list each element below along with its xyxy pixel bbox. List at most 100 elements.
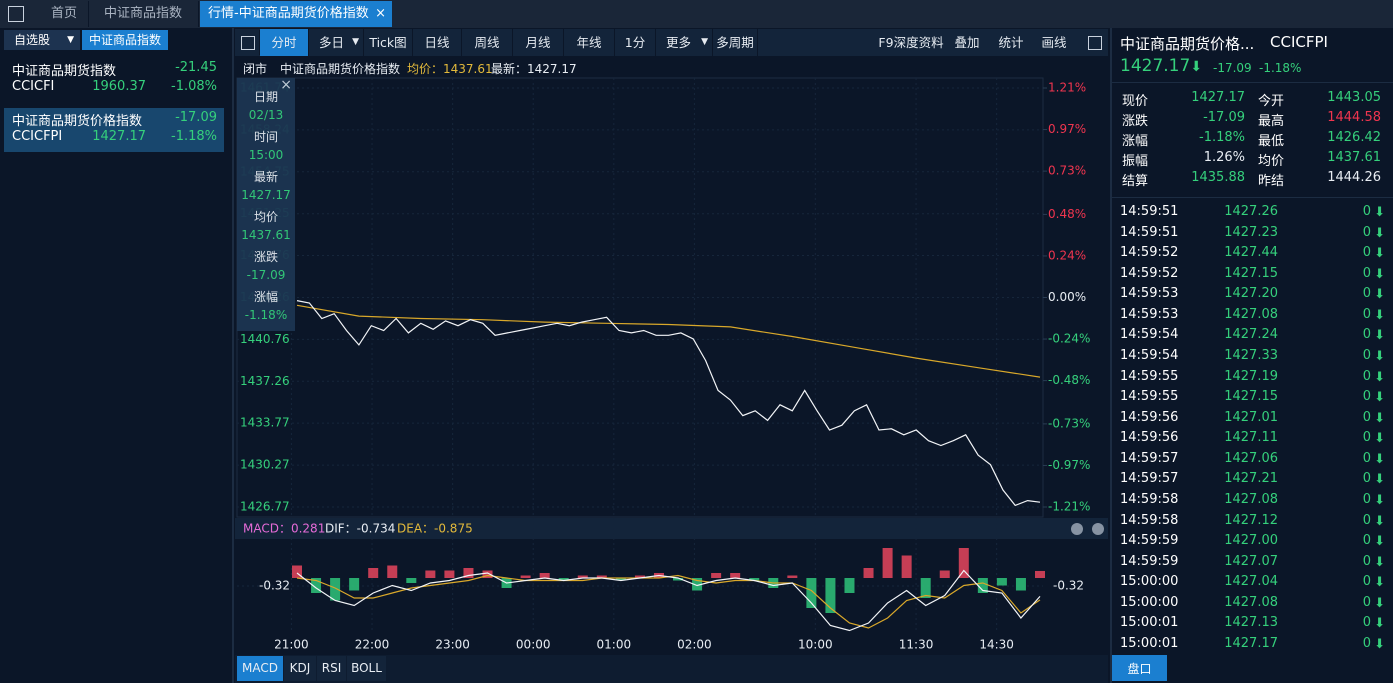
- tick-price: 1427.08: [1224, 491, 1278, 507]
- tick-price: 1427.13: [1224, 615, 1278, 631]
- toolbar-button[interactable]: 月线: [513, 29, 564, 56]
- tick-time: 15:00:01: [1120, 615, 1179, 631]
- down-arrow: ⬇: [1374, 266, 1385, 282]
- tooltip-value: 1427.17: [241, 188, 291, 202]
- macd-bar: [901, 555, 912, 578]
- down-arrow: ⬇: [1374, 451, 1385, 467]
- macd-bar: [673, 578, 684, 581]
- quote-label: 结算: [1122, 174, 1149, 189]
- down-arrow: ⬇: [1374, 636, 1385, 652]
- tick-volume: 0: [1362, 327, 1371, 343]
- tick-time: 14:59:53: [1120, 306, 1179, 322]
- toolbar-button[interactable]: 1分: [615, 29, 656, 56]
- toolbar-button[interactable]: 叠加: [954, 35, 980, 50]
- down-arrow: ⬇: [1374, 616, 1385, 632]
- quote-value: -1.18%: [1199, 130, 1245, 145]
- tab[interactable]: 中证商品指数: [88, 1, 199, 27]
- footer-label[interactable]: 盘口: [1127, 662, 1152, 676]
- down-arrow: ⬇: [1374, 287, 1385, 303]
- toolbar-button[interactable]: 多日 ▼: [309, 29, 364, 56]
- dropdown-button[interactable]: 自选股 ▼: [4, 30, 80, 50]
- down-arrow: ⬇: [1374, 554, 1385, 570]
- tick-time: 14:59:52: [1120, 245, 1179, 261]
- macd-bar: [977, 578, 988, 593]
- tick-price: 1427.21: [1224, 471, 1278, 487]
- macd-bar: [844, 578, 855, 593]
- down-arrow: ⬇: [1374, 390, 1385, 406]
- toggle-left[interactable]: [237, 30, 260, 55]
- indicator-tab[interactable]: BOLL: [347, 656, 386, 681]
- x-tick-label: 21:00: [274, 638, 309, 652]
- menu-icon[interactable]: [8, 6, 24, 22]
- tick-price: 1427.12: [1224, 512, 1278, 528]
- toggle-right[interactable]: [1084, 30, 1106, 55]
- macd-bar: [920, 578, 931, 598]
- selected-row[interactable]: [4, 108, 224, 152]
- quote-label: 最高: [1258, 114, 1285, 129]
- tick-time: 14:59:59: [1120, 553, 1179, 569]
- indicator-tab[interactable]: RSI: [317, 656, 346, 681]
- macd-bar: [558, 578, 569, 581]
- tick-volume: 0: [1362, 265, 1371, 281]
- toolbar-button[interactable]: 日线: [413, 29, 462, 56]
- tick-volume: 0: [1362, 204, 1371, 219]
- macd-header: [235, 518, 1108, 539]
- chart-area: 1461.741458.241454.751451.251447.761444.…: [235, 77, 1108, 652]
- tick-time: 15:00:00: [1120, 574, 1179, 590]
- tick-volume: 0: [1362, 512, 1371, 528]
- tick-volume: 0: [1362, 471, 1371, 487]
- filter-button[interactable]: 中证商品指数: [82, 30, 168, 50]
- down-arrow: ⬇: [1374, 575, 1385, 591]
- x-tick-label: 01:00: [597, 638, 632, 652]
- toolbar-button[interactable]: F9深度资料: [878, 35, 944, 50]
- toolbar-button[interactable]: 更多 ▼: [656, 29, 713, 56]
- item-pct: -1.18%: [171, 129, 217, 144]
- item-code: CCICFI: [12, 79, 55, 94]
- quote-title: 中证商品期货价格...: [1120, 35, 1255, 53]
- tick-time: 14:59:53: [1120, 286, 1179, 302]
- toolbar-button[interactable]: 多周期: [713, 29, 758, 56]
- macd-bar: [882, 548, 893, 578]
- toolbar-button[interactable]: 画线: [1041, 35, 1067, 50]
- tick-price: 1427.04: [1224, 574, 1278, 590]
- down-arrow: ⬇: [1374, 205, 1385, 220]
- footer-tab[interactable]: [1112, 655, 1167, 681]
- down-arrow: ⬇: [1374, 595, 1385, 611]
- macd-bar: [539, 573, 550, 578]
- item-change: -17.09: [175, 110, 217, 125]
- tick-price: 1427.01: [1224, 409, 1278, 425]
- toolbar-button[interactable]: 周线: [462, 29, 513, 56]
- tick-price: 1427.06: [1224, 450, 1278, 466]
- tooltip-label: 最新: [253, 170, 278, 184]
- toolbar-button[interactable]: Tick图: [364, 29, 413, 56]
- y-tick-label: 1426.77: [240, 500, 290, 514]
- x-tick-label: 22:00: [355, 638, 390, 652]
- toolbar-button[interactable]: 分时: [260, 29, 309, 56]
- quote-value: 1.26%: [1203, 150, 1245, 165]
- quote-label: 今开: [1258, 94, 1285, 109]
- toolbar-button[interactable]: 年线: [564, 29, 615, 56]
- tick-price: 1427.24: [1224, 327, 1278, 343]
- avg-line: [296, 304, 1041, 378]
- indicator-tab[interactable]: KDJ: [284, 656, 316, 681]
- down-arrow: ⬇: [1374, 513, 1385, 529]
- quote-price: 1427.17⬇: [1120, 56, 1203, 76]
- item-name: 中证商品期货价格指数: [12, 114, 143, 129]
- x-tick-label: 02:00: [677, 638, 712, 652]
- quote-value: 1427.17: [1191, 90, 1245, 105]
- dif-line: [296, 569, 1041, 632]
- tick-time: 15:00:00: [1120, 594, 1179, 610]
- tooltip-label: 日期: [253, 90, 278, 104]
- item-code: CCICFPI: [12, 129, 63, 144]
- tick-volume: 0: [1362, 553, 1371, 569]
- macd-bar: [368, 568, 379, 578]
- down-arrow: ⬇: [1374, 348, 1385, 364]
- macd-bar: [1015, 578, 1026, 591]
- tab[interactable]: 首页: [40, 1, 89, 27]
- tick-time: 14:59:51: [1120, 224, 1179, 240]
- tick-time: 14:59:54: [1120, 327, 1179, 343]
- toolbar-button[interactable]: 统计: [998, 35, 1024, 50]
- tick-volume: 0: [1362, 389, 1371, 405]
- tab[interactable]: 行情-中证商品期货价格指数 ×: [200, 1, 392, 27]
- indicator-tab[interactable]: MACD: [237, 656, 283, 681]
